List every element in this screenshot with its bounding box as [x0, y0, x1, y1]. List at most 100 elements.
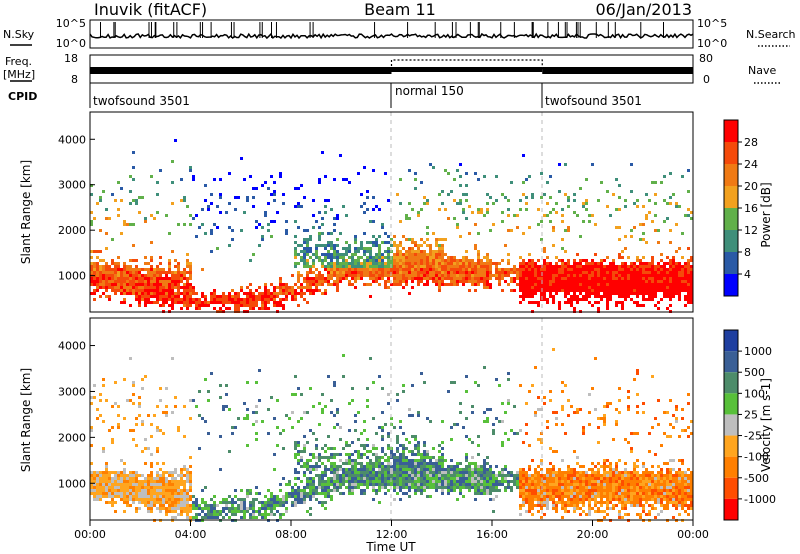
- cell-882: [321, 223, 324, 226]
- cell-395: [174, 277, 177, 280]
- cell-1614: [474, 483, 477, 486]
- cell-686: [264, 516, 267, 519]
- cell-120: [117, 423, 120, 426]
- cell-773: [297, 277, 300, 280]
- cell-909: [324, 465, 327, 468]
- cell-1684: [492, 423, 495, 426]
- cell-1604: [471, 483, 474, 486]
- cell-1849: [534, 495, 537, 498]
- cell-1970: [561, 283, 564, 286]
- cell-474: [186, 498, 189, 501]
- cell-1569: [465, 274, 468, 277]
- cell-473: [189, 289, 192, 292]
- cell-2151: [591, 489, 594, 492]
- cell-1059: [357, 411, 360, 414]
- cell-733: [285, 283, 288, 286]
- cell-2601: [684, 268, 687, 271]
- cell-172: [129, 202, 132, 205]
- cell-1304: [405, 456, 408, 459]
- cell-1960: [555, 483, 558, 486]
- cell-194: [132, 483, 135, 486]
- cell-2134: [591, 304, 594, 307]
- cell-2159: [597, 286, 600, 289]
- cell-2200: [606, 280, 609, 283]
- cell-995: [342, 468, 345, 471]
- cell-1937: [552, 465, 555, 468]
- cell-981: [339, 274, 342, 277]
- cell-700: [270, 501, 273, 504]
- cell-1007: [345, 274, 348, 277]
- cell-119: [117, 414, 120, 417]
- cell-1522: [450, 483, 453, 486]
- cell-480: [192, 178, 195, 181]
- cell-1933: [549, 498, 552, 501]
- cell-1623: [477, 465, 480, 468]
- cell-166: [126, 495, 129, 498]
- cell-2218: [609, 283, 612, 286]
- cell-1803: [525, 501, 528, 504]
- cell-2126: [591, 271, 594, 274]
- cell-2525: [669, 259, 672, 262]
- cell-2383: [642, 256, 645, 259]
- cell-1122: [369, 471, 372, 474]
- cell-324: [159, 429, 162, 432]
- cell-1649: [486, 256, 489, 259]
- cell-2294: [624, 268, 627, 271]
- cell-2180: [603, 259, 606, 262]
- cell-599: [231, 513, 234, 516]
- cell-543: [207, 516, 210, 519]
- cell-1659: [486, 417, 489, 420]
- cell-1967: [555, 507, 558, 510]
- cell-140: [120, 495, 123, 498]
- cell-67: [105, 465, 108, 468]
- cell-987: [342, 253, 345, 256]
- cell-537: [216, 295, 219, 298]
- cell-2280: [621, 283, 624, 286]
- cell-556: [225, 211, 228, 214]
- cell-2421: [648, 277, 651, 280]
- cell-821: [306, 286, 309, 289]
- cell-2195: [606, 265, 609, 268]
- cell-2627: [687, 289, 690, 292]
- cell-113: [114, 489, 117, 492]
- cell-1755: [522, 232, 525, 235]
- cell-825: [306, 465, 309, 468]
- cell-2273: [612, 504, 615, 507]
- cell-1300: [411, 238, 414, 241]
- cell-309: [156, 280, 159, 283]
- cell-27: [93, 292, 96, 295]
- cell-1347: [414, 435, 417, 438]
- cell-988: [339, 483, 342, 486]
- cell-187: [132, 402, 135, 405]
- cell-973: [336, 474, 339, 477]
- cell-789: [297, 489, 300, 492]
- cell-1901: [549, 265, 552, 268]
- cell-1062: [357, 453, 360, 456]
- cell-2063: [579, 274, 582, 277]
- cell-2313: [627, 286, 630, 289]
- cell-2231: [612, 277, 615, 280]
- cell-66: [105, 462, 108, 465]
- cell-983: [339, 280, 342, 283]
- cell-624: [243, 501, 246, 504]
- cell-693: [273, 193, 276, 196]
- cell-1507: [447, 480, 450, 483]
- cell-399: [171, 504, 174, 507]
- cell-689: [267, 489, 270, 492]
- cell-1149: [375, 465, 378, 468]
- cell-2139: [594, 268, 597, 271]
- cell-969: [336, 280, 339, 283]
- cell-503: [201, 295, 204, 298]
- cell-316: [156, 489, 159, 492]
- cell-912: [324, 474, 327, 477]
- cell-139: [120, 492, 123, 495]
- cell-1845: [537, 304, 540, 307]
- cell-638: [255, 226, 258, 229]
- cell-1012: [348, 250, 351, 253]
- cell-1660: [486, 420, 489, 423]
- cell-718: [276, 498, 279, 501]
- cell-1153: [378, 271, 381, 274]
- cell-648: [258, 295, 261, 298]
- cell-1897: [543, 492, 546, 495]
- cell-1310: [411, 271, 414, 274]
